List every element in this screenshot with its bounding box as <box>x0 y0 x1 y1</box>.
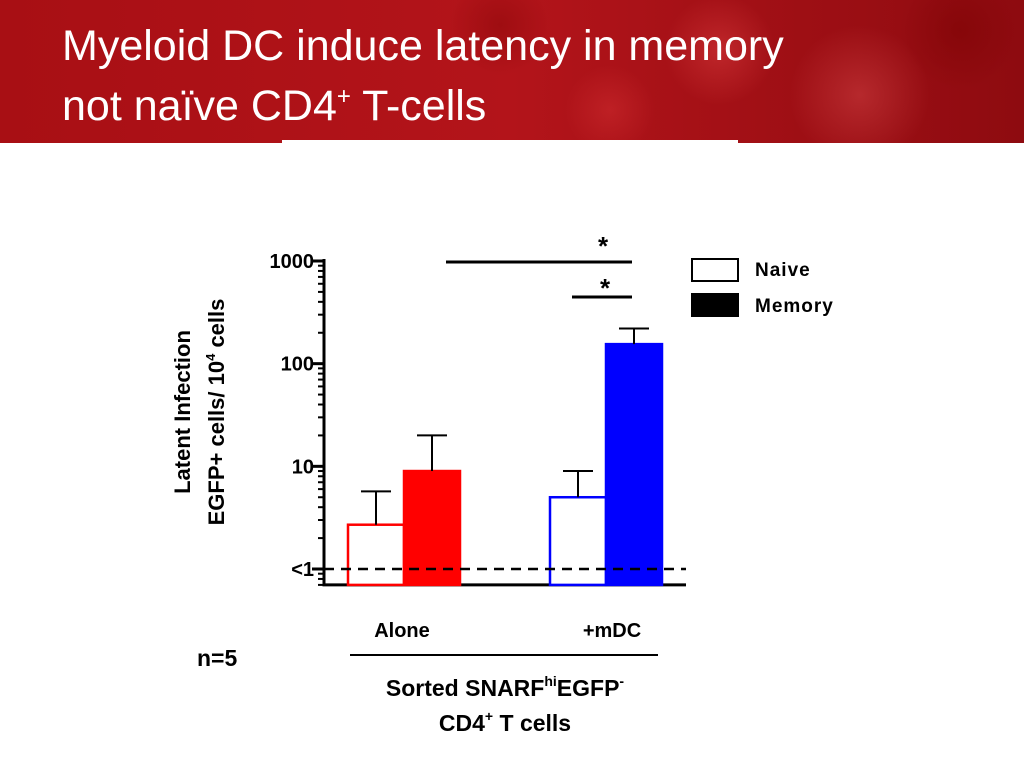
bars <box>324 327 686 587</box>
slide-title: Myeloid DC induce latency in memory not … <box>62 16 962 136</box>
x-axis-label-line-1: Sorted SNARFhiEGFP- <box>386 673 625 701</box>
x-tick-label-alone: Alone <box>374 620 430 642</box>
y-tick-label: <1 <box>291 559 314 581</box>
title-line-2-start: not naïve CD4 <box>62 82 337 130</box>
x-axis-label-line-2: CD4+ T cells <box>439 708 571 736</box>
significance-star: * <box>598 231 609 261</box>
bar <box>548 495 608 587</box>
y-axis-label-line-2: EGFP+ cells/ 104 cells <box>203 299 229 526</box>
y-tick-label: 10 <box>292 456 314 478</box>
y-tick-label: 1000 <box>270 251 315 273</box>
significance-markers: ** <box>446 231 632 303</box>
legend: Naive Memory <box>691 258 834 317</box>
bar <box>402 469 462 587</box>
bar <box>604 342 664 587</box>
title-underline <box>282 140 738 144</box>
title-superscript: + <box>336 83 351 110</box>
axes: <1 10 100 1000 <box>270 251 686 587</box>
sample-size-label: n=5 <box>197 645 237 671</box>
title-line-1: Myeloid DC induce latency in memory <box>62 22 784 70</box>
legend-label-memory: Memory <box>755 296 834 317</box>
x-tick-label-mdc: +mDC <box>583 620 641 642</box>
title-banner: Myeloid DC induce latency in memory not … <box>0 0 1024 143</box>
y-tick-label: 100 <box>281 354 314 376</box>
x-axis-labels: Alone +mDC Sorted SNARFhiEGFP- CD4+ T ce… <box>350 620 658 736</box>
bar <box>346 523 406 587</box>
legend-label-naive: Naive <box>755 260 811 281</box>
title-line-2-end: T-cells <box>350 82 487 130</box>
legend-swatch-naive <box>691 258 739 282</box>
y-axis-label: Latent Infection EGFP+ cells/ 104 cells <box>170 299 229 526</box>
y-axis-label-line-1: Latent Infection <box>170 330 195 494</box>
significance-star: * <box>600 273 611 303</box>
legend-swatch-memory <box>691 293 739 317</box>
